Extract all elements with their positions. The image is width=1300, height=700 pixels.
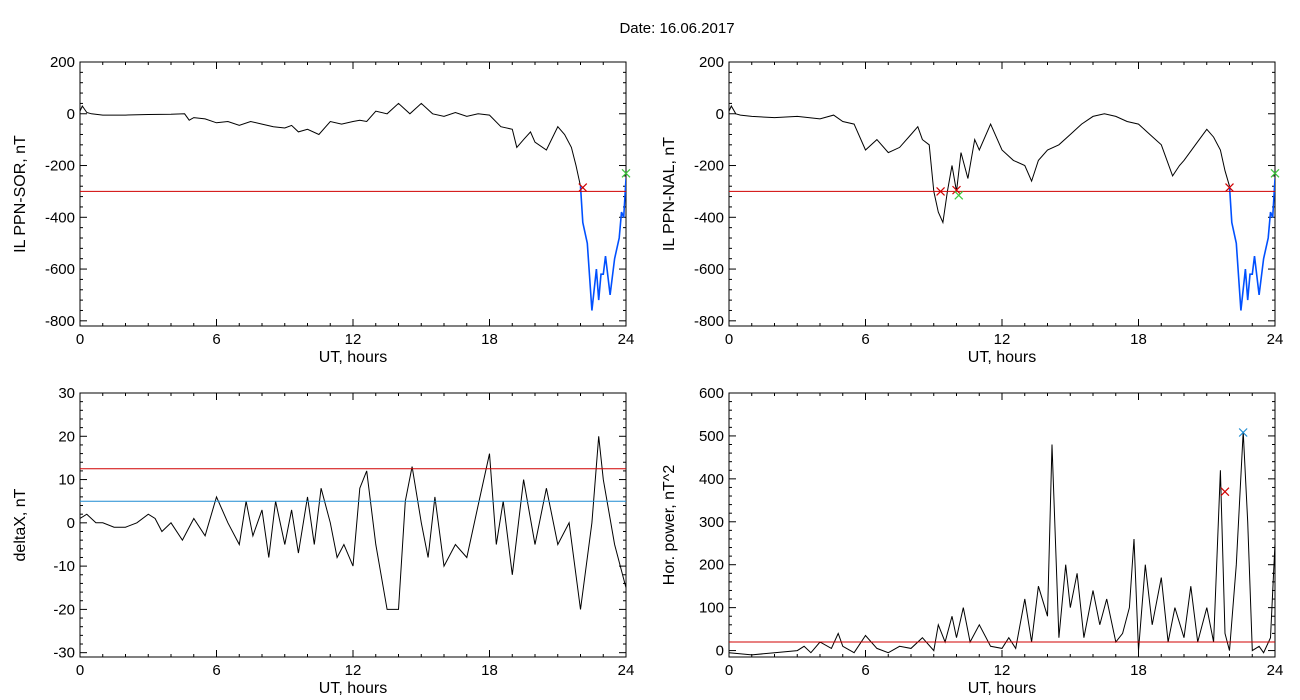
x-tick-label: 18	[1130, 662, 1147, 679]
data-layer	[729, 431, 1275, 656]
series-line	[1228, 178, 1275, 311]
x-tick-label: 24	[618, 662, 635, 679]
marker-cross	[621, 168, 631, 178]
panel-hpower: 0 6 12 18 24 600 500 400 300 200 100 0 UT, hours Hor.…	[661, 385, 1283, 697]
plot-frame	[79, 392, 627, 658]
marker-stroke	[1220, 487, 1230, 497]
y-tick-label: 0	[67, 106, 75, 123]
marker-stroke	[621, 168, 631, 178]
marker-cross	[952, 185, 961, 195]
x-tick-label: 6	[212, 662, 220, 679]
marker-cross	[1238, 428, 1248, 437]
y-tick-label: 400	[699, 471, 724, 488]
x-tick-label: 6	[212, 331, 220, 348]
y-tick-label: -10	[53, 558, 75, 575]
y-tick-label: -200	[45, 158, 75, 175]
y-tick-label: -400	[45, 209, 75, 226]
x-tick-label: 18	[481, 331, 498, 348]
x-axis-title: UT, hours	[968, 349, 1036, 366]
marker-stroke	[1270, 168, 1280, 178]
y-tick-label: 30	[58, 385, 75, 402]
y-tick-label: -800	[694, 313, 724, 330]
plot-frame	[728, 61, 1276, 327]
y-tick-label: 0	[716, 643, 724, 660]
x-tick-label: 24	[618, 331, 635, 348]
marker-cross	[936, 186, 945, 196]
y-tick-label: -400	[694, 209, 724, 226]
marker-stroke	[936, 186, 945, 196]
series-line	[729, 431, 1275, 656]
y-tick-label: 100	[699, 600, 724, 617]
y-tick-label: -600	[45, 261, 75, 278]
y-axis-title: IL PPN-NAL, nT	[661, 137, 678, 251]
x-axis-title: UT, hours	[968, 680, 1036, 697]
marker-stroke	[954, 190, 964, 200]
data-layer	[729, 104, 1275, 311]
y-tick-label: -200	[694, 158, 724, 175]
y-tick-label: 0	[67, 515, 75, 532]
x-tick-label: 24	[1267, 662, 1284, 679]
panel-nal: 0 6 12 18 24 200 0 -200 -400 -600 -800 UT, hours IL …	[661, 54, 1283, 366]
x-tick-label: 0	[725, 331, 733, 348]
y-tick-label: 200	[699, 557, 724, 574]
panel-deltax: 0 6 12 18 24 30 20 10 0 -10 -20 -30 UT, hours deltaX,…	[12, 385, 634, 697]
series-line	[80, 436, 626, 610]
y-tick-label: 500	[699, 428, 724, 445]
plot-frame	[79, 61, 627, 327]
y-tick-label: 0	[716, 106, 724, 123]
x-tick-label: 12	[994, 331, 1011, 348]
y-tick-label: 20	[58, 428, 75, 445]
y-tick-label: -800	[45, 313, 75, 330]
data-layer	[80, 102, 626, 311]
data-layer	[80, 436, 626, 610]
marker-stroke	[1238, 428, 1248, 437]
series-line	[579, 178, 626, 311]
series-line	[80, 102, 581, 187]
y-tick-label: -30	[53, 645, 75, 662]
x-axis-title: UT, hours	[319, 349, 387, 366]
x-tick-label: 12	[345, 662, 362, 679]
y-axis-title: deltaX, nT	[12, 488, 29, 561]
y-tick-label: 300	[699, 514, 724, 531]
x-tick-label: 0	[725, 662, 733, 679]
marker-stroke	[1225, 183, 1234, 192]
figure-title: Date: 16.06.2017	[619, 20, 734, 37]
y-tick-label: -20	[53, 601, 75, 618]
series-line	[729, 104, 1230, 225]
marker-cross	[1220, 487, 1230, 497]
y-axis-title: Hor. power, nT^2	[661, 465, 678, 586]
y-tick-label: 200	[699, 54, 724, 71]
x-tick-label: 24	[1267, 331, 1284, 348]
marker-cross	[954, 190, 964, 200]
x-tick-label: 6	[861, 331, 869, 348]
y-tick-label: 600	[699, 385, 724, 402]
panel-sor: 0 6 12 18 24 200 0 -200 -400 -600 -800 UT, hours IL …	[12, 54, 634, 366]
marker-cross	[1225, 183, 1234, 192]
x-tick-label: 0	[76, 662, 84, 679]
y-tick-label: -600	[694, 261, 724, 278]
x-tick-label: 18	[481, 662, 498, 679]
y-axis-title: IL PPN-SOR, nT	[12, 135, 29, 253]
x-tick-label: 6	[861, 662, 869, 679]
marker-stroke	[952, 185, 961, 195]
x-axis-title: UT, hours	[319, 680, 387, 697]
plot-frame	[728, 392, 1276, 658]
y-tick-label: 10	[58, 472, 75, 489]
x-tick-label: 12	[345, 331, 362, 348]
marker-stroke	[578, 183, 588, 192]
marker-cross	[1270, 168, 1280, 178]
marker-cross	[578, 183, 588, 192]
x-tick-label: 0	[76, 331, 84, 348]
x-tick-label: 12	[994, 662, 1011, 679]
y-tick-label: 200	[50, 54, 75, 71]
x-tick-label: 18	[1130, 331, 1147, 348]
